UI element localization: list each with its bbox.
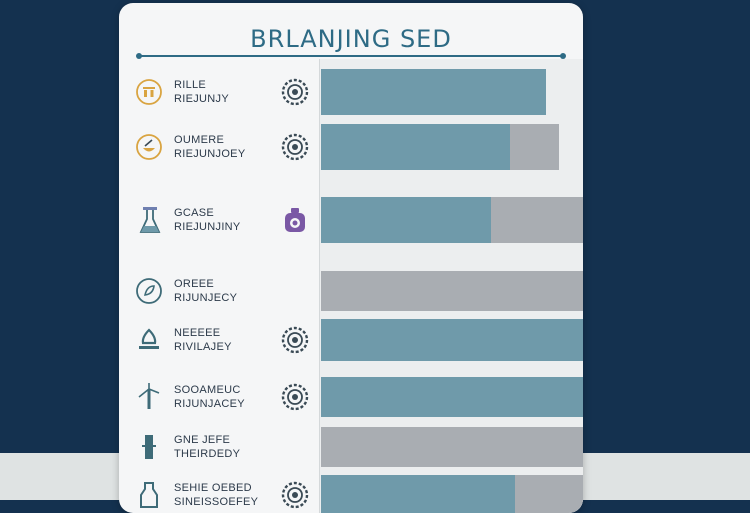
bottle-icon: [140, 482, 158, 508]
category-label-line: SEHIE OEBED: [174, 482, 252, 494]
leaf-circle-icon: [136, 278, 162, 304]
flame-icon: [139, 328, 159, 349]
padlock-icon: [136, 79, 162, 105]
category-label: SOOAMEUC RIJUNJACEY: [174, 383, 284, 411]
gear-badge-icon: [281, 383, 309, 411]
bar: [321, 319, 583, 361]
category-label-line: RIJUNJECY: [174, 292, 238, 304]
category-label-line: THEIRDEDY: [174, 448, 241, 460]
chart-card: BRLANJING SED RILLE RIEJUNJY OUMERE RIEJUNJ…: [119, 3, 583, 513]
bar: [321, 475, 583, 513]
bar: [321, 377, 583, 417]
category-label-line: SINEISSOEFEY: [174, 496, 259, 508]
jar-icon: [285, 208, 305, 232]
category-label-line: SOOAMEUC: [174, 384, 241, 396]
gear-badge-icon: [281, 326, 309, 354]
gear-badge-icon: [281, 133, 309, 161]
tower-icon: [142, 435, 156, 459]
bar-segment-1: [321, 319, 583, 361]
category-label: SEHIE OEBED SINEISSOEFEY: [174, 481, 284, 509]
bar-segment-1: [321, 197, 492, 243]
bar-segment-2: [321, 427, 583, 467]
bar: [321, 427, 583, 467]
category-label-line: RILLE: [174, 79, 207, 91]
category-label: RILLE RIEJUNJY: [174, 78, 284, 106]
category-label-line: NEEEEE: [174, 327, 221, 339]
gear-badge-icon: [281, 481, 309, 509]
category-label-line: OUMERE: [174, 134, 225, 146]
chart-title: BRLANJING SED: [250, 25, 452, 53]
bar: [321, 197, 583, 243]
category-label-line: GNE JEFE: [174, 434, 231, 446]
category-label: GCASE RIEJUNJINY: [174, 206, 284, 234]
category-label-line: RIEJUNJINY: [174, 221, 241, 233]
bar-segment-2: [491, 197, 583, 243]
bar-segment-2: [509, 124, 560, 170]
title-underline: [136, 53, 566, 59]
category-label-line: RIJUNJACEY: [174, 398, 245, 410]
category-label-line: RIEJUNJY: [174, 93, 229, 105]
bar-segment-1: [321, 475, 515, 513]
bar-segment-2: [321, 271, 583, 311]
category-label: OUMERE RIEJUNJOEY: [174, 133, 284, 161]
category-label: GNE JEFE THEIRDEDY: [174, 433, 284, 461]
category-label-line: OREEE: [174, 278, 215, 290]
category-label-line: GCASE: [174, 207, 215, 219]
food-bowl-icon: [136, 134, 162, 160]
bar-segment-1: [321, 377, 583, 417]
category-label-line: RIEJUNJOEY: [174, 148, 246, 160]
bar: [321, 124, 583, 170]
flask-icon: [139, 207, 161, 233]
bar-segment-1: [321, 69, 547, 115]
category-label: OREEE RIJUNJECY: [174, 277, 284, 305]
category-label: NEEEEE RIVILAJEY: [174, 326, 284, 354]
gear-badge-icon: [281, 78, 309, 106]
bar-segment-1: [321, 124, 510, 170]
category-label-line: RIVILAJEY: [174, 341, 232, 353]
bar: [321, 271, 583, 311]
windmill-icon: [138, 383, 160, 409]
bar: [321, 69, 583, 115]
bar-segment-2: [514, 475, 583, 513]
